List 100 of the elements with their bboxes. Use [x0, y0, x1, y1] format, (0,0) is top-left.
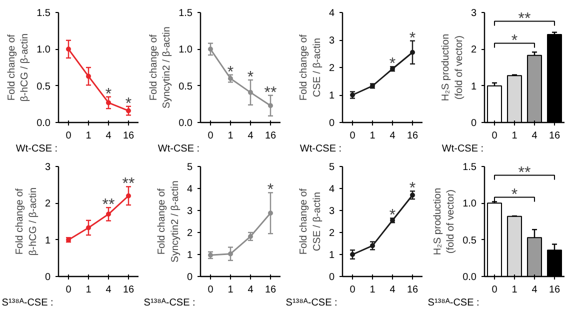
x-tick-label: 1 — [86, 130, 92, 142]
y-tick-label: 1 — [44, 235, 51, 246]
x-tick-label: 0 — [208, 130, 214, 142]
x-tick-label: 16 — [406, 284, 418, 296]
y-tick-label: 0 — [186, 272, 193, 283]
x-tick-label: 1 — [86, 284, 92, 296]
x-axis-title: Wt-CSE : — [300, 144, 342, 154]
y-tick-label: 4 — [328, 8, 335, 19]
x-tick-label: 0 — [208, 284, 214, 296]
y-tick-label: 1 — [328, 90, 335, 102]
y-tick-label: 0.5 — [462, 235, 477, 246]
x-tick-label: 16 — [406, 130, 418, 142]
x-tick-label: 4 — [532, 284, 538, 296]
x-tick-label: 4 — [532, 130, 538, 142]
annotation: * — [389, 207, 396, 224]
annotation: * — [227, 64, 234, 81]
x-axis-title: Wt-CSE : — [442, 144, 484, 154]
y-tick-label: 5 — [328, 162, 335, 173]
y-tick-label: 3 — [470, 8, 477, 19]
annotation: ** — [264, 84, 277, 102]
annotation: ** — [122, 176, 135, 193]
y-tick-label: 2 — [186, 228, 193, 239]
y-tick-label: 3 — [186, 206, 193, 217]
y-axis-title: Fold change of β-hCG / β-actin — [14, 187, 39, 256]
x-tick-label: 16 — [122, 130, 134, 142]
annotation: * — [125, 95, 132, 112]
y-tick-label: 1 — [328, 250, 335, 261]
y-tick-label: 3 — [328, 206, 335, 217]
y-axis-title: Fold change of β-hCG / β-actin — [6, 33, 31, 102]
annotation: * — [389, 56, 396, 73]
x-axis-title: Wt-CSE : — [16, 144, 58, 154]
x-tick-label: 16 — [548, 284, 560, 296]
x-tick-label: 1 — [228, 284, 234, 296]
annotation: * — [247, 68, 254, 86]
y-tick-label: 0.0 — [36, 118, 51, 129]
y-tick-label: 1.5 — [462, 162, 477, 173]
x-tick-label: 4 — [106, 130, 112, 142]
x-tick-label: 16 — [122, 284, 134, 296]
annotation: * — [511, 32, 518, 50]
annotation: ** — [102, 196, 115, 214]
y-tick-label: 0.0 — [178, 118, 193, 129]
y-tick-label: 0 — [328, 118, 335, 129]
y-tick-label: 1 — [470, 81, 477, 92]
y-tick-label: 3 — [328, 36, 335, 46]
y-tick-label: 3 — [44, 162, 51, 173]
x-axis-title: Wt-CSE : — [158, 144, 200, 154]
y-tick-label: 0 — [328, 272, 335, 283]
x-tick-label: 1 — [370, 130, 376, 142]
x-axis-title: S¹³⁸ᴬ-CSE : — [144, 298, 196, 308]
y-tick-label: 1 — [186, 250, 193, 261]
x-axis-title: S¹³⁸ᴬ-CSE : — [286, 298, 338, 308]
y-tick-label: 1.5 — [36, 8, 51, 19]
x-tick-label: 1 — [512, 284, 518, 296]
y-tick-label: 1.0 — [178, 44, 193, 56]
x-tick-label: 4 — [390, 284, 396, 296]
y-tick-label: 0 — [470, 118, 477, 129]
x-tick-label: 16 — [264, 130, 276, 142]
annotation: * — [409, 180, 416, 198]
y-tick-label: 2 — [470, 44, 477, 56]
y-axis-title: Fold change of Syncytin2 / β-actin — [148, 26, 173, 108]
x-tick-label: 0 — [492, 130, 498, 142]
x-tick-label: 1 — [370, 284, 376, 296]
y-axis-title: Fold change of CSE / β-actin — [298, 188, 323, 255]
y-axis-title: H₂S production (fold of vector) — [432, 188, 457, 256]
annotation: * — [409, 30, 416, 47]
annotation: * — [511, 186, 518, 204]
x-tick-label: 0 — [492, 284, 498, 296]
annotation: * — [105, 86, 112, 103]
y-axis-title: H₂S production (fold of vector) — [440, 34, 465, 102]
x-tick-label: 4 — [248, 284, 254, 296]
y-tick-label: 2 — [328, 63, 335, 74]
y-tick-label: 1.0 — [36, 44, 51, 56]
y-tick-label: 1.5 — [178, 8, 193, 19]
y-axis-title: Fold change of CSE / β-actin — [298, 34, 323, 101]
x-tick-label: 16 — [264, 284, 276, 296]
x-tick-label: 1 — [512, 130, 518, 142]
x-axis-title: S¹³⁸ᴬ-CSE : — [2, 298, 54, 308]
y-tick-label: 2 — [328, 228, 335, 239]
x-tick-label: 4 — [106, 284, 112, 296]
y-tick-label: 4 — [328, 184, 335, 195]
x-tick-label: 0 — [66, 284, 72, 296]
annotation: * — [267, 182, 274, 199]
x-tick-label: 0 — [66, 130, 72, 142]
x-axis-title: S¹³⁸ᴬ-CSE : — [428, 298, 480, 308]
y-tick-label: 0.0 — [462, 272, 477, 283]
y-tick-label: 0.5 — [36, 81, 51, 92]
y-tick-label: 2 — [44, 198, 51, 210]
y-tick-label: 5 — [186, 162, 193, 173]
y-tick-label: 1.0 — [462, 198, 477, 210]
y-tick-label: 4 — [186, 184, 193, 195]
x-tick-label: 4 — [248, 130, 254, 142]
x-tick-label: 4 — [390, 130, 396, 142]
y-axis-title: Fold change of Syncytin2 / β-actin — [156, 180, 181, 262]
x-tick-label: 16 — [548, 130, 560, 142]
y-tick-label: 0.5 — [178, 81, 193, 92]
x-tick-label: 0 — [350, 284, 356, 296]
annotation: ** — [518, 164, 531, 182]
annotation: ** — [518, 10, 531, 28]
x-tick-label: 1 — [228, 130, 234, 142]
x-tick-label: 0 — [350, 130, 356, 142]
